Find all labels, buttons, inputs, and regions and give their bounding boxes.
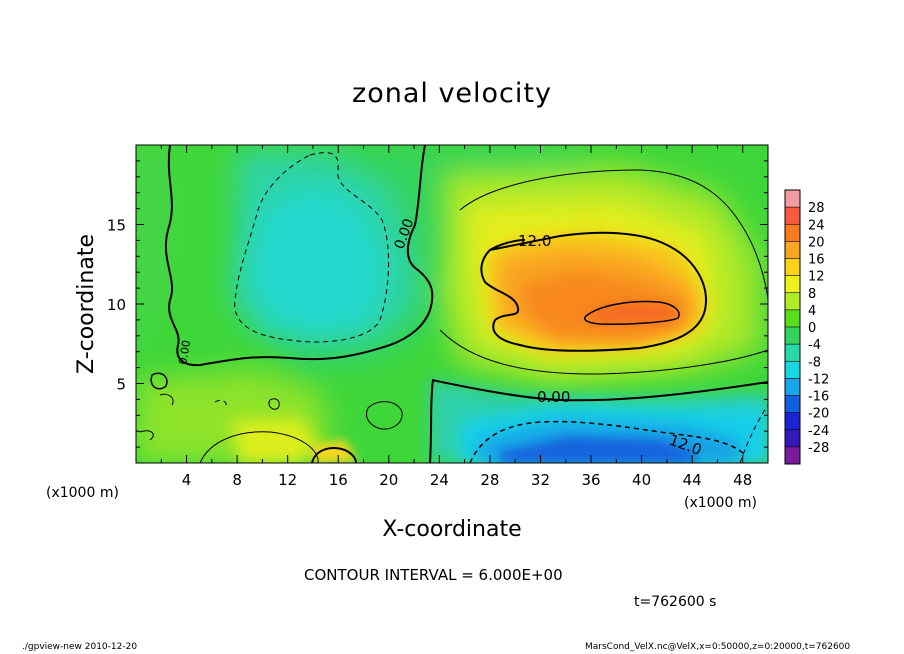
x-tick-label: 24	[430, 471, 449, 489]
colorbar-swatch	[785, 344, 800, 362]
chart-title: zonal velocity	[352, 78, 552, 109]
colorbar-swatch	[785, 412, 800, 431]
colorbar-swatch	[785, 361, 800, 379]
contour-label-12-positive: 12.0	[518, 232, 551, 250]
colorbar-label: -20	[808, 407, 829, 422]
contour-zero-vertical	[429, 379, 434, 463]
x-tick-label: 44	[683, 471, 702, 489]
colorbar-swatch	[785, 327, 800, 345]
colorbar-swatch	[785, 224, 800, 242]
contours	[139, 145, 768, 463]
contour-small-5	[139, 430, 154, 441]
colorbar-swatch	[785, 190, 800, 208]
colorbar-swatch	[785, 241, 800, 259]
colorbar-swatch	[785, 275, 800, 294]
contour-label-zero-left: 0.00	[176, 339, 193, 365]
colorbar-label: -28	[808, 441, 829, 456]
contour-label-zero-mid: 0.00	[537, 388, 570, 406]
colorbar-label: 0	[808, 321, 816, 336]
colorbar-swatch	[785, 292, 800, 311]
x-tick-label: 32	[531, 471, 550, 489]
contour-6-positive-outer	[459, 169, 768, 301]
x-tick-label: 4	[182, 471, 192, 489]
colorbar-label: -4	[808, 338, 821, 353]
colorbar-label: 8	[808, 287, 816, 302]
x-tick-label: 12	[278, 471, 297, 489]
z-unit-label: (x1000 m)	[684, 495, 757, 511]
colorbar-swatch	[785, 446, 800, 465]
colorbar-label: 4	[808, 304, 816, 319]
contour-6-negative-left	[234, 152, 390, 343]
x-tick-label: 40	[632, 471, 651, 489]
colorbar-swatch	[785, 258, 800, 277]
contour-zero-mid	[431, 379, 768, 402]
contour-12-lower-patch	[311, 447, 357, 463]
contour-small-2	[214, 399, 227, 409]
contour-zero-left-small	[150, 372, 168, 390]
colorbar-swatch	[785, 309, 800, 328]
contour-12-negative	[469, 420, 746, 463]
colorbar-label: -24	[808, 424, 829, 439]
colorbar-label: 24	[808, 218, 825, 233]
x-tick-label: 16	[329, 471, 348, 489]
x-tick-label: 20	[379, 471, 398, 489]
colorbar-swatch	[785, 207, 800, 225]
colorbar-label: -8	[808, 355, 821, 370]
contour-small-4	[159, 393, 174, 406]
x-tick-label: 48	[733, 471, 752, 489]
time-stamp: t=762600 s	[634, 594, 717, 610]
program-info: ./gpview-new 2010-12-20	[22, 642, 138, 652]
colorbar-label: 20	[808, 235, 825, 250]
x-unit-label: (x1000 m)	[46, 485, 119, 501]
contour-12-positive	[480, 231, 707, 352]
contour-18-positive	[584, 300, 680, 325]
contour-interval-text: CONTOUR INTERVAL = 6.000E+00	[304, 566, 563, 584]
x-tick-label: 28	[480, 471, 499, 489]
contour-6-lower-left	[199, 431, 319, 463]
contour-6-positive-lower	[439, 329, 768, 375]
x-axis: 4 8 12 16 20 24 28 32 36 40 44 48	[160, 145, 752, 489]
colorbar-label: -16	[808, 390, 829, 405]
heatmap-field	[136, 145, 768, 463]
y-tick-label: 10	[107, 296, 126, 314]
y-axis: 5 10 15	[107, 160, 768, 448]
colorbar-swatch	[785, 429, 800, 448]
contour-small-1	[365, 401, 403, 430]
colorbar-label: 28	[808, 201, 825, 216]
colorbar-label: 16	[808, 253, 825, 268]
colorbar-swatch	[785, 378, 800, 396]
y-tick-label: 5	[116, 376, 126, 394]
y-axis-label: Z-coordinate	[74, 234, 99, 374]
x-axis-label: X-coordinate	[382, 517, 521, 542]
contour-zero-left	[164, 145, 434, 367]
colorbar-label: 12	[808, 270, 825, 285]
y-tick-label: 15	[107, 217, 126, 235]
contour-small-3	[268, 398, 280, 410]
colorbar-label: -12	[808, 372, 829, 387]
colorbar-swatch	[785, 395, 800, 414]
file-info: MarsCond_VelX.nc@VelX,x=0:50000,z=0:2000…	[585, 642, 851, 652]
x-tick-label: 36	[581, 471, 600, 489]
x-tick-label: 8	[232, 471, 242, 489]
colorbar: 28 24 20 16 12 8 4 0 -4 -8 -12 -16 -20 -24 -28	[784, 189, 829, 465]
